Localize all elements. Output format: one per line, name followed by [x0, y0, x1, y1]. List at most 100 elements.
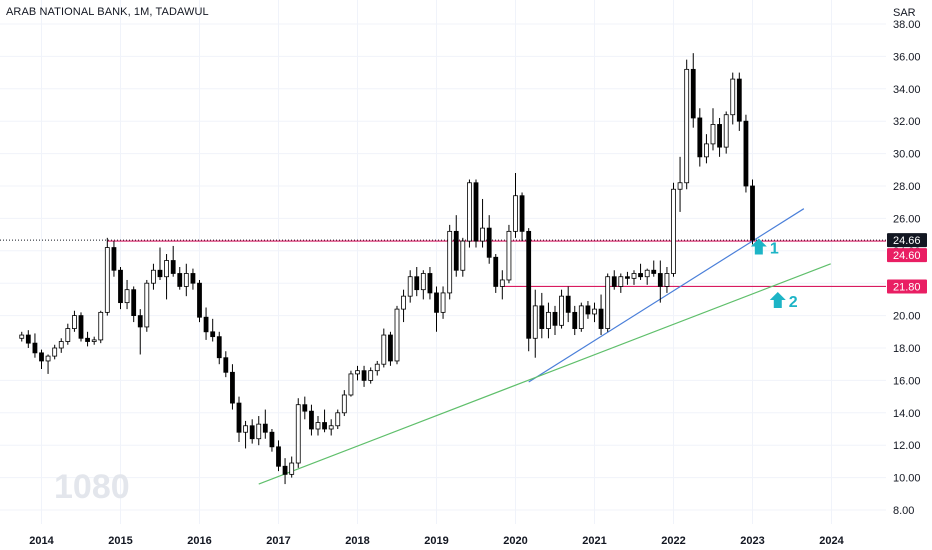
candle	[671, 182, 676, 277]
candle	[315, 416, 321, 436]
x-tick-label: 2015	[108, 535, 132, 547]
candle	[190, 268, 196, 290]
candle-body-up	[58, 341, 64, 349]
y-tick-label: 16.00	[893, 375, 921, 387]
candle-body-down	[585, 305, 591, 315]
annotations: 12	[750, 238, 798, 311]
candle	[276, 440, 281, 472]
candle	[197, 279, 202, 323]
candle-body-down	[736, 78, 742, 122]
candle-body-down	[170, 260, 176, 274]
candle	[460, 237, 466, 277]
y-tick-label: 30.00	[893, 149, 921, 161]
candle	[85, 331, 90, 347]
y-tick-label: 12.00	[893, 440, 921, 452]
candle	[480, 198, 485, 248]
candle-body-up	[723, 114, 729, 148]
candle-body-up	[368, 370, 374, 381]
candle	[618, 273, 624, 293]
candle-body-up	[480, 227, 485, 242]
candle	[151, 263, 156, 290]
x-tick-label: 2017	[266, 535, 290, 547]
x-tick-label: 2020	[503, 535, 527, 547]
candle-body-down	[131, 289, 137, 316]
candle	[111, 241, 117, 277]
candle	[170, 245, 176, 277]
candle	[348, 370, 354, 397]
candle	[467, 179, 472, 248]
candle	[559, 289, 564, 329]
candle-body-down	[236, 402, 242, 433]
candle-body-up	[440, 292, 446, 313]
candle-body-down	[361, 370, 367, 381]
candle-body-up	[704, 143, 709, 158]
candle	[282, 458, 288, 485]
candle	[736, 72, 742, 131]
price-axis[interactable]: SAR8.0010.0012.0014.0016.0018.0020.0022.…	[887, 7, 927, 517]
candle	[598, 294, 604, 336]
price-tag-label: 21.80	[893, 281, 921, 293]
candle	[335, 409, 341, 429]
candle-body-up	[72, 315, 77, 329]
candle-body-up	[401, 295, 406, 310]
candle	[605, 273, 611, 332]
candle	[72, 310, 77, 332]
candle	[374, 360, 380, 376]
candle-body-up	[506, 230, 512, 281]
price-tag-label: 24.66	[893, 235, 921, 247]
candle	[25, 330, 31, 348]
candle-body-down	[552, 311, 558, 326]
blue-trendline[interactable]	[528, 208, 805, 383]
candle-body-down	[190, 273, 196, 284]
y-tick-label: 10.00	[893, 473, 921, 485]
candle-body-down	[210, 331, 216, 338]
candle-body-down	[690, 68, 696, 119]
candle	[572, 305, 578, 336]
level-24-60-tag: 24.60	[887, 248, 927, 263]
green-trendline[interactable]	[258, 263, 831, 485]
candle-body-down	[519, 195, 525, 232]
candle	[664, 267, 670, 293]
candle-body-up	[671, 188, 676, 274]
price-tag-bg	[887, 279, 927, 294]
candle-body-up	[124, 289, 130, 304]
candle	[295, 398, 301, 468]
candle-body-up	[460, 240, 466, 271]
candle	[52, 344, 58, 360]
annotation-2: 2	[769, 292, 798, 311]
level-21-80-tag: 21.80	[887, 279, 927, 294]
candle	[309, 404, 314, 436]
unit-label: SAR	[893, 7, 916, 19]
candle	[539, 292, 545, 339]
candle	[289, 456, 295, 478]
candle	[651, 260, 657, 277]
time-axis[interactable]: 2014 2015 2016 2017 2018 2019 2020 2021 2022 2023…	[29, 535, 844, 547]
candle	[230, 364, 235, 410]
candle	[592, 302, 597, 323]
candle	[216, 331, 222, 365]
candle-body-down	[388, 334, 393, 362]
candle-body-down	[276, 446, 281, 467]
candle	[98, 310, 104, 344]
candle-body-up	[164, 260, 169, 278]
candle-body-down	[39, 352, 44, 362]
candle-body-up	[677, 182, 683, 190]
candle	[177, 267, 183, 290]
chart-title: ARAB NATIONAL BANK, 1M, TADAWUL	[6, 6, 209, 18]
candle	[19, 331, 25, 342]
candles	[19, 53, 755, 485]
candle	[65, 323, 71, 345]
candle	[328, 419, 334, 436]
candle	[183, 263, 189, 297]
candle	[144, 279, 150, 332]
candle-body-down	[638, 273, 643, 278]
y-tick-label: 38.00	[893, 19, 921, 31]
candle-body-down	[598, 308, 604, 329]
candle-body-up	[243, 425, 248, 433]
candle-body-up	[374, 363, 380, 372]
candle	[710, 108, 716, 151]
candle-body-down	[453, 230, 459, 271]
candle	[684, 59, 690, 190]
candle	[394, 305, 400, 365]
